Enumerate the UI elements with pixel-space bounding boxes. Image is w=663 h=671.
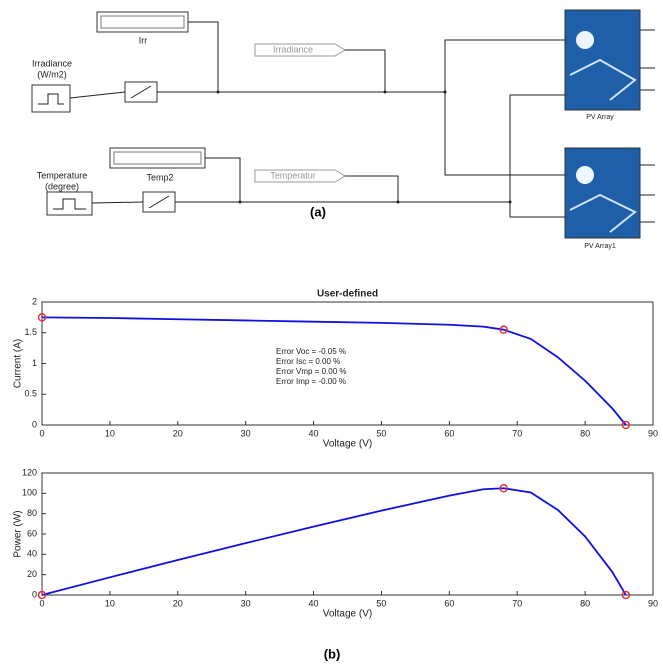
y-axis-label: Power (W)	[13, 510, 24, 557]
x-tick-label: 60	[444, 428, 454, 438]
display-block	[96, 11, 189, 33]
goto-tag	[254, 43, 346, 57]
data-point	[499, 325, 508, 334]
plot-area	[41, 301, 654, 426]
annotation: Error Isc = 0.00 %	[276, 357, 340, 366]
figure-caption: (a)	[310, 204, 326, 219]
x-tick-label: 50	[376, 598, 386, 608]
x-tick-label: 20	[173, 428, 183, 438]
x-tick-label: 40	[309, 428, 319, 438]
x-tick-label: 40	[309, 598, 319, 608]
data-line	[41, 316, 627, 426]
plot-area	[41, 472, 654, 596]
goto-label: Irradiance	[273, 44, 313, 54]
figure-caption: (b)	[324, 646, 341, 661]
block-label: Temperature	[37, 170, 88, 180]
y-tick-label: 100	[22, 488, 37, 498]
data-point	[37, 313, 47, 322]
data-point	[499, 484, 508, 493]
goto-label: Temperatur	[270, 170, 316, 180]
annotation: Error Voc = -0.05 %	[276, 347, 346, 356]
annotation: Error Imp = -0.00 %	[276, 377, 346, 386]
signal-builder	[31, 84, 71, 113]
display-inner	[113, 151, 202, 165]
x-tick-label: 30	[241, 428, 251, 438]
x-tick-label: 90	[648, 428, 658, 438]
x-tick-label: 10	[105, 598, 115, 608]
x-tick-label: 10	[105, 428, 115, 438]
y-axis-label: Current (A)	[13, 339, 24, 388]
y-tick-label: 0	[32, 589, 37, 599]
y-tick-label: 80	[27, 508, 37, 518]
y-tick-label: 120	[22, 467, 37, 477]
display-block	[109, 147, 206, 169]
annotation: Error Vmp = 0.00 %	[276, 367, 346, 376]
x-tick-label: 0	[39, 598, 44, 608]
pv-icon	[576, 31, 594, 49]
y-tick-label: 1	[32, 358, 37, 368]
pv-array-block	[564, 147, 641, 239]
pv-icon	[576, 166, 594, 184]
data-point	[621, 590, 631, 600]
block-label: Irr	[139, 35, 148, 45]
x-tick-label: 90	[648, 598, 658, 608]
y-tick-label: 2	[32, 296, 37, 306]
x-tick-label: 70	[512, 598, 522, 608]
y-tick-label: 1.5	[24, 327, 37, 337]
x-axis-label: Voltage (V)	[323, 609, 372, 620]
pv-array-block	[564, 9, 641, 111]
block-label: PV Array	[586, 114, 614, 121]
data-point	[37, 590, 47, 600]
y-tick-label: 60	[27, 528, 37, 538]
data-line	[41, 487, 627, 596]
x-tick-label: 80	[580, 598, 590, 608]
signal-icon	[53, 198, 86, 210]
x-tick-label: 80	[580, 428, 590, 438]
goto-tag	[254, 169, 346, 183]
block-label: (W/m2)	[37, 69, 67, 79]
pv-icon	[569, 58, 637, 101]
x-tick-label: 20	[173, 598, 183, 608]
chart-title: User-defined	[317, 289, 378, 300]
x-tick-label: 60	[444, 598, 454, 608]
signal-builder	[46, 191, 93, 216]
data-point	[621, 420, 631, 430]
simulink-diagram: Irr Irradiance (W/m2) Irradiance Temp2 T…	[31, 9, 655, 250]
wires	[69, 21, 655, 223]
y-tick-label: 0	[32, 419, 37, 429]
x-tick-label: 70	[512, 428, 522, 438]
saturation-icon	[130, 85, 152, 99]
signal-icon	[38, 93, 64, 105]
y-tick-label: 0.5	[24, 389, 37, 399]
display-inner	[100, 15, 185, 29]
y-tick-label: 40	[27, 549, 37, 559]
pv-icon	[569, 193, 637, 233]
x-tick-label: 0	[39, 428, 44, 438]
block-label: Irradiance	[32, 58, 72, 68]
block-label: PV Array1	[584, 243, 616, 250]
y-tick-label: 20	[27, 569, 37, 579]
x-tick-label: 50	[376, 428, 386, 438]
block-label: Temp2	[146, 172, 173, 182]
block-label: (degree)	[45, 181, 79, 191]
x-tick-label: 30	[241, 598, 251, 608]
saturation-icon	[148, 195, 170, 209]
x-axis-label: Voltage (V)	[323, 439, 372, 450]
